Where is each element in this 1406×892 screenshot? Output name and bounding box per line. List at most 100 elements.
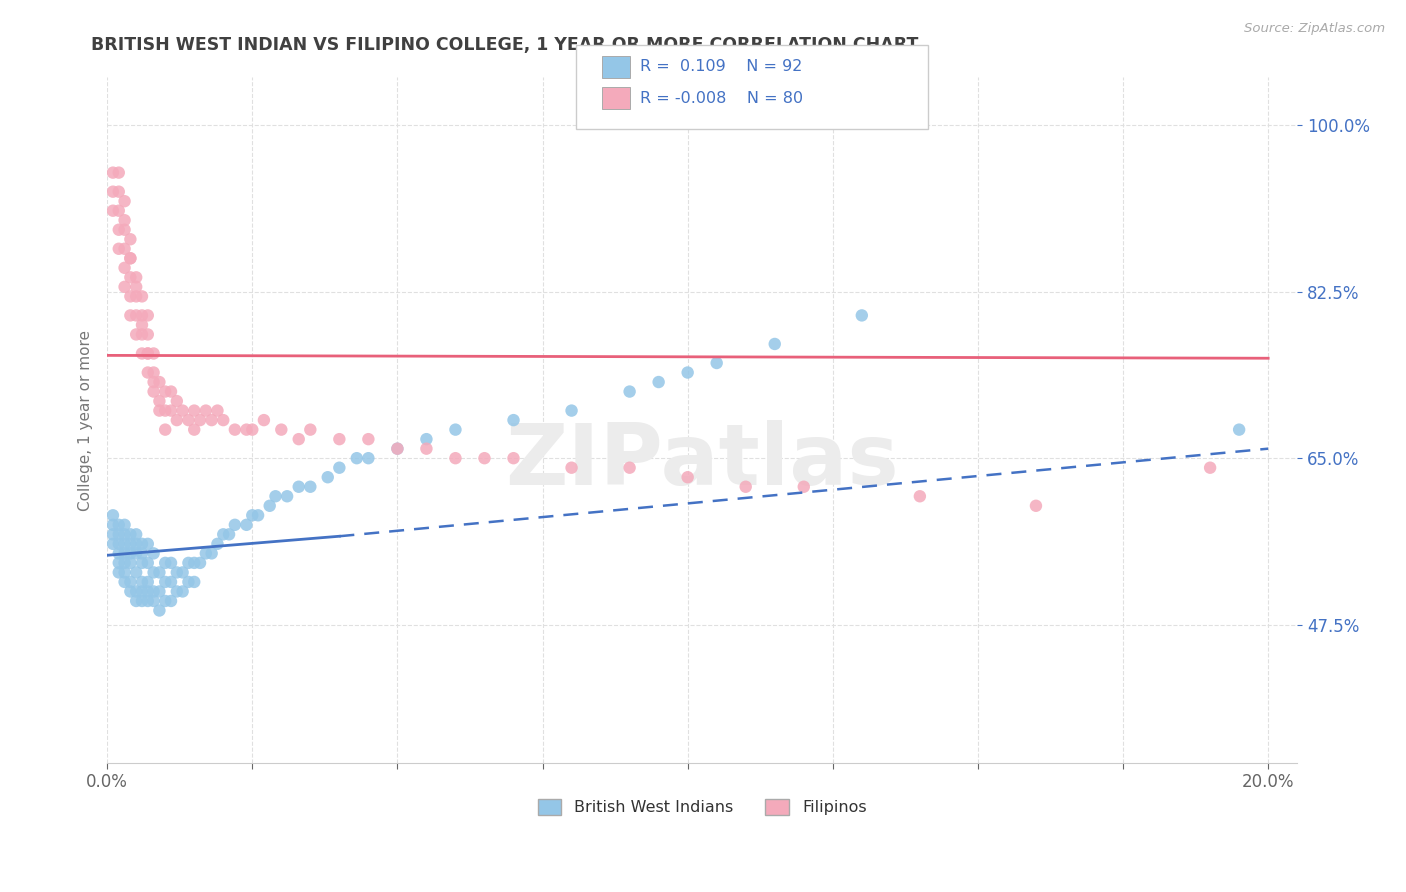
Point: [201, 546, 224, 560]
Point: [107, 556, 129, 570]
Point: [212, 413, 235, 427]
Point: [120, 584, 142, 599]
Point: [148, 403, 170, 417]
Point: [142, 594, 165, 608]
Point: [502, 451, 524, 466]
Point: [148, 566, 170, 580]
Point: [346, 451, 368, 466]
Point: [387, 442, 409, 456]
Point: [299, 423, 322, 437]
Point: [131, 327, 153, 342]
Point: [264, 489, 287, 503]
Point: [561, 460, 583, 475]
Point: [444, 451, 467, 466]
Point: [136, 366, 159, 380]
Point: [136, 584, 159, 599]
Point: [114, 546, 136, 560]
Text: Source: ZipAtlas.com: Source: ZipAtlas.com: [1244, 22, 1385, 36]
Point: [131, 546, 153, 560]
Point: [125, 546, 148, 560]
Point: [619, 384, 641, 399]
Point: [253, 413, 276, 427]
Point: [136, 327, 159, 342]
Point: [328, 460, 350, 475]
Point: [235, 517, 257, 532]
Point: [136, 346, 159, 360]
Point: [131, 556, 153, 570]
Point: [1227, 423, 1250, 437]
Point: [851, 309, 873, 323]
Point: [160, 574, 183, 589]
Point: [120, 556, 142, 570]
Point: [316, 470, 339, 484]
Point: [125, 289, 148, 303]
Point: [101, 537, 124, 551]
Point: [107, 203, 129, 218]
Point: [155, 574, 177, 589]
Point: [148, 394, 170, 409]
Point: [107, 517, 129, 532]
Point: [125, 566, 148, 580]
Point: [328, 432, 350, 446]
Point: [166, 394, 188, 409]
Point: [474, 451, 496, 466]
Point: [224, 423, 246, 437]
Point: [125, 584, 148, 599]
Point: [1199, 460, 1222, 475]
Point: [444, 423, 467, 437]
Point: [160, 384, 183, 399]
Point: [131, 309, 153, 323]
Point: [619, 460, 641, 475]
Point: [240, 423, 263, 437]
Y-axis label: College, 1 year or more: College, 1 year or more: [79, 330, 93, 510]
Point: [148, 375, 170, 389]
Point: [299, 480, 322, 494]
Point: [142, 346, 165, 360]
Point: [763, 337, 786, 351]
Point: [177, 574, 200, 589]
Point: [166, 413, 188, 427]
Point: [107, 537, 129, 551]
Point: [235, 423, 257, 437]
Text: R =  0.109    N = 92: R = 0.109 N = 92: [640, 60, 801, 74]
Point: [142, 366, 165, 380]
Point: [120, 270, 142, 285]
Point: [647, 375, 669, 389]
Point: [177, 413, 200, 427]
Point: [125, 309, 148, 323]
Point: [676, 366, 699, 380]
Point: [793, 480, 815, 494]
Point: [415, 442, 437, 456]
Point: [136, 574, 159, 589]
Point: [114, 194, 136, 209]
Point: [142, 546, 165, 560]
Point: [107, 566, 129, 580]
Point: [131, 594, 153, 608]
Point: [125, 527, 148, 541]
Point: [561, 403, 583, 417]
Point: [131, 574, 153, 589]
Point: [357, 451, 380, 466]
Point: [136, 594, 159, 608]
Point: [224, 517, 246, 532]
Point: [387, 442, 409, 456]
Point: [107, 185, 129, 199]
Point: [259, 499, 281, 513]
Legend: British West Indians, Filipinos: British West Indians, Filipinos: [530, 791, 875, 823]
Text: ZIPatlas: ZIPatlas: [505, 420, 898, 503]
Point: [1025, 499, 1047, 513]
Point: [101, 203, 124, 218]
Point: [131, 537, 153, 551]
Point: [114, 556, 136, 570]
Point: [136, 309, 159, 323]
Point: [120, 574, 142, 589]
Point: [155, 556, 177, 570]
Point: [247, 508, 270, 523]
Point: [107, 166, 129, 180]
Point: [908, 489, 931, 503]
Point: [120, 232, 142, 246]
Point: [160, 403, 183, 417]
Point: [676, 470, 699, 484]
Point: [107, 546, 129, 560]
Point: [107, 242, 129, 256]
